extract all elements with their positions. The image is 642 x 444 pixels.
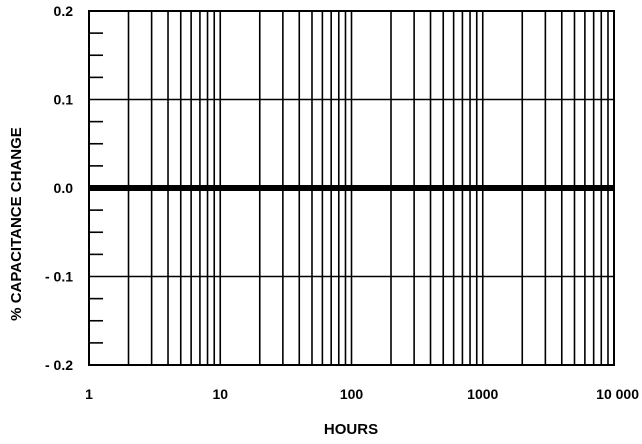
x-tick-label: 1 bbox=[85, 386, 93, 402]
y-tick-label: 0.1 bbox=[54, 92, 74, 108]
y-tick-label: 0.2 bbox=[54, 3, 74, 19]
y-tick-label: 0.0 bbox=[54, 180, 74, 196]
x-tick-label: 10 bbox=[212, 386, 228, 402]
x-tick-label: 100 bbox=[340, 386, 364, 402]
y-minor-ticks bbox=[89, 32, 103, 344]
x-tick-labels: 1 10 100 1000 10 000 bbox=[85, 386, 639, 402]
y-tick-label: - 0.1 bbox=[45, 269, 73, 285]
x-tick-label: 1000 bbox=[467, 386, 498, 402]
plot-frame bbox=[88, 10, 615, 366]
y-tick-labels: 0.2 0.1 0.0 - 0.1 - 0.2 bbox=[45, 3, 73, 373]
y-axis-label: % CAPACITANCE CHANGE bbox=[8, 127, 25, 321]
y-tick-label: - 0.2 bbox=[45, 357, 73, 373]
x-axis-label: HOURS bbox=[324, 421, 378, 438]
x-tick-label: 10 000 bbox=[596, 386, 639, 402]
